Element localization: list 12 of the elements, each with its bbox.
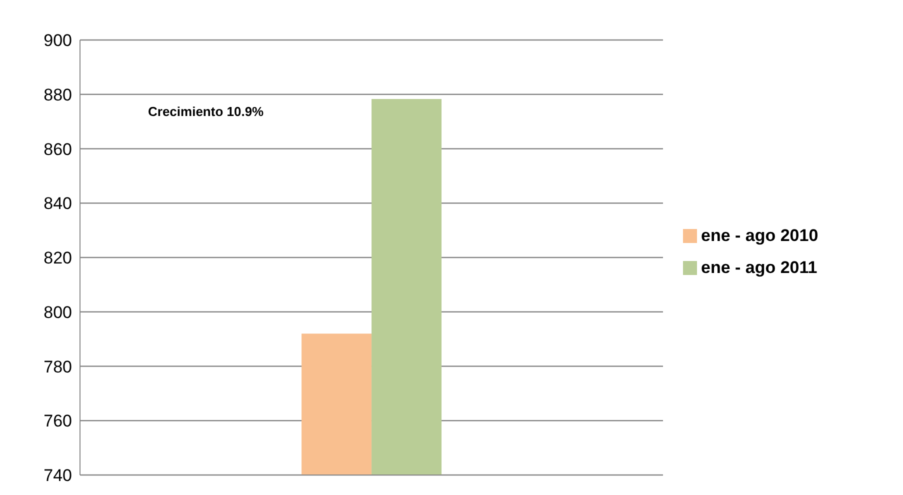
annotation: Crecimiento 10.9% [148,104,264,119]
y-tick-label: 780 [44,357,72,376]
y-tick-label: 900 [44,31,72,50]
legend-label: ene - ago 2011 [701,258,818,276]
y-tick-label: 840 [44,194,72,214]
y-tick-label: 820 [44,248,72,268]
y-tick-label: 860 [44,140,72,159]
y-tick-label: 760 [44,412,72,431]
y-tick-label: 880 [44,85,72,104]
y-tick-label: 800 [44,302,72,322]
legend-label: ene - ago 2010 [701,226,818,244]
y-tick-label: 740 [44,466,72,486]
